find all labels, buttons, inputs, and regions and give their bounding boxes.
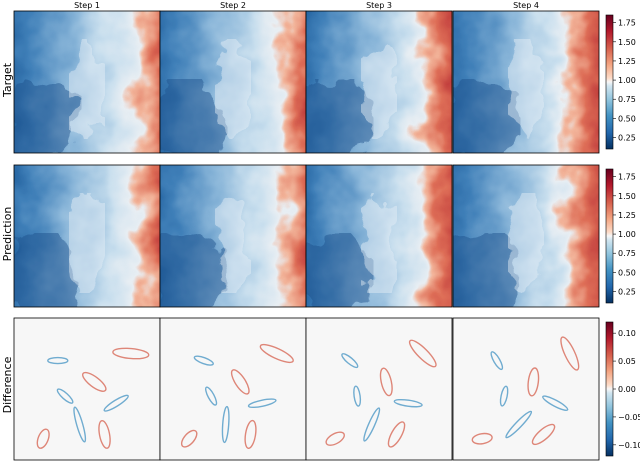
column-title-step-1: Step 1 (74, 1, 100, 10)
colorbar-tick-label: 1.75 (618, 173, 636, 182)
colorbar-tick-label: 1.00 (618, 230, 636, 239)
colorbar-tick-label: 0.10 (618, 329, 636, 338)
heatmap-prediction-step-3 (305, 164, 453, 308)
heatmap-prediction-step-2 (159, 164, 307, 308)
colorbar-tick-label: 1.50 (618, 38, 636, 47)
row-label-prediction: Prediction (1, 207, 14, 262)
heatmap-target-step-1 (13, 10, 161, 154)
colorbar-tick-label: −0.05 (618, 413, 640, 422)
colorbars: 0.25 0.50 0.75 1.00 1.25 1.50 1.75 0.25 0.50 0.75… (605, 14, 640, 457)
colorbar-tick-label: 1.50 (618, 192, 636, 201)
colorbar-tick-label: 0.25 (618, 134, 636, 143)
heatmap-prediction-step-4 (452, 164, 600, 308)
heatmap-difference-step-4 (452, 317, 600, 461)
heatmap-difference-step-1 (13, 317, 161, 461)
colorbar-prediction: 0.25 0.50 0.75 1.00 1.25 1.50 1.75 (605, 168, 636, 304)
column-title-step-2: Step 2 (220, 1, 246, 10)
colorbar-difference: 0.10 0.05 0.00 −0.05 −0.10 (605, 321, 640, 457)
heatmap-prediction-step-1 (13, 164, 161, 308)
colorbar-tick-label: 0.75 (618, 95, 636, 104)
heatmap-grid (13, 10, 600, 461)
colorbar-tick-label: 1.25 (618, 211, 636, 220)
colorbar-tick-label: 1.00 (618, 76, 636, 85)
colorbar-target: 0.25 0.50 0.75 1.00 1.25 1.50 1.75 (605, 14, 636, 150)
colorbar-tick-label: 0.25 (618, 288, 636, 297)
colorbar-tick-label: 0.00 (618, 385, 636, 394)
colorbar-tick-label: 1.25 (618, 57, 636, 66)
colorbar-tick-label: 0.75 (618, 249, 636, 258)
heatmap-target-step-3 (305, 10, 453, 154)
row-label-target: Target (1, 62, 14, 98)
column-title-step-3: Step 3 (366, 1, 392, 10)
column-title-step-4: Step 4 (513, 1, 539, 10)
heatmap-difference-step-3 (305, 317, 453, 461)
heatmap-target-step-2 (159, 10, 307, 154)
heatmap-target-step-4 (452, 10, 600, 154)
colorbar-tick-label: −0.10 (618, 441, 640, 450)
row-label-difference: Difference (1, 356, 14, 413)
colorbar-tick-label: 0.05 (618, 357, 636, 366)
colorbar-tick-label: 0.50 (618, 268, 636, 277)
heatmap-difference-step-2 (159, 317, 307, 461)
colorbar-tick-label: 1.75 (618, 19, 636, 28)
colorbar-tick-label: 0.50 (618, 114, 636, 123)
